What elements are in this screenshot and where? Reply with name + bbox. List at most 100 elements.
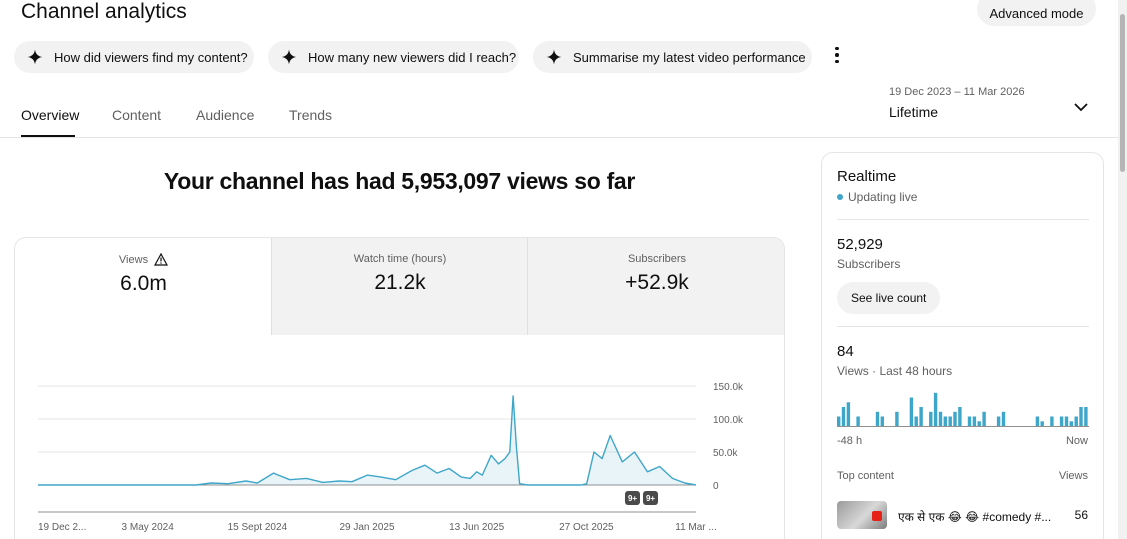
chevron-down-icon[interactable]	[1073, 99, 1089, 115]
sparkle-icon	[26, 48, 44, 66]
views-area	[38, 395, 696, 485]
x-tick-label: 13 Jun 2025	[449, 522, 504, 533]
y-tick-label: 150.0k	[713, 382, 744, 393]
chip-new-viewers[interactable]: How many new viewers did I reach?	[268, 41, 519, 73]
hourly-bar	[856, 416, 860, 426]
axis-left-label: -48 h	[837, 435, 863, 447]
hourly-bar	[1064, 416, 1069, 426]
views-line	[38, 395, 697, 486]
views-48h-count: 84	[837, 343, 854, 360]
hourly-bar	[982, 411, 986, 427]
x-tick-label: 11 Mar ...	[675, 522, 717, 533]
divider	[271, 238, 272, 335]
hourly-bar	[914, 416, 918, 426]
divider	[837, 326, 1089, 327]
sparkle-icon	[545, 48, 563, 66]
x-tick-label: 29 Jan 2025	[339, 522, 394, 533]
tab-content[interactable]: Content	[112, 107, 162, 123]
metric-label: Views	[118, 253, 149, 266]
hourly-bar	[875, 411, 880, 427]
see-live-count-button[interactable]: See live count	[837, 282, 941, 314]
scrollbar-track[interactable]	[1118, 0, 1127, 539]
chip-label: How did viewers find my content?	[54, 49, 248, 65]
views-column-label: Views	[1058, 470, 1088, 482]
period-label[interactable]: Lifetime	[889, 104, 939, 120]
metric-value: 6.0m	[120, 272, 167, 295]
hourly-bar	[948, 416, 952, 426]
page-title: Channel analytics	[21, 0, 187, 23]
divider	[527, 238, 528, 335]
hourly-bar	[1069, 421, 1073, 427]
realtime-card: Realtime Updating live 52,929 Subscriber…	[821, 152, 1104, 539]
warning-icon[interactable]	[154, 253, 169, 266]
hourly-bar	[938, 411, 943, 427]
x-tick-label: 27 Oct 2025	[559, 522, 614, 533]
metric-value: +52.9k	[625, 271, 689, 294]
hourly-bar	[909, 397, 914, 426]
divider	[837, 219, 1089, 220]
metric-value: 21.2k	[374, 271, 426, 294]
scrollbar-thumb[interactable]	[1120, 14, 1125, 172]
views-chart[interactable]: 150.0k 100.0k 50.0k 0 19 Dec 2... 3 May 2024 1…	[15, 238, 785, 539]
views-headline: Your channel has had 5,953,097 views so …	[163, 168, 636, 194]
hourly-bar	[929, 411, 933, 427]
hourly-bar	[1079, 407, 1083, 426]
top-content-views: 56	[1074, 508, 1088, 522]
hourly-bar	[1001, 411, 1006, 427]
tab-trends[interactable]: Trends	[289, 107, 333, 123]
hourly-bar	[1040, 421, 1044, 427]
hourly-bar	[996, 416, 1001, 426]
x-tick-label: 19 Dec 2...	[38, 522, 86, 533]
metric-views[interactable]: Views 6.0m	[15, 238, 272, 335]
top-content-title[interactable]: एक से एक 😂 😂 #comedy #...	[898, 510, 1052, 524]
metrics-card: Views 6.0m Watch time (hours) 21.2k Subs…	[14, 237, 785, 539]
subscribers-label: Subscribers	[837, 257, 901, 271]
chip-label: How many new viewers did I reach?	[308, 49, 517, 65]
hourly-bar	[880, 416, 884, 426]
x-tick-label: 15 Sept 2024	[228, 522, 288, 533]
hourly-bar	[1059, 416, 1064, 426]
annotation-badge[interactable]: 9+	[643, 491, 658, 505]
views-48h-label: Views · Last 48 hours	[837, 364, 953, 378]
chip-viewers-find[interactable]: How did viewers find my content?	[14, 41, 254, 73]
live-status: Updating live	[837, 190, 917, 204]
hourly-bar	[967, 416, 972, 426]
tabs-bar: Overview Content Audience Trends 19 Dec …	[0, 73, 1118, 138]
live-status-label: Updating live	[848, 190, 918, 204]
date-range[interactable]: 19 Dec 2023 – 11 Mar 2026	[889, 86, 1025, 98]
hourly-bar	[1035, 416, 1040, 426]
live-dot-icon	[837, 194, 843, 200]
y-tick-label: 0	[713, 481, 719, 492]
hourly-bar	[895, 411, 899, 427]
metric-label: Watch time (hours)	[353, 253, 447, 265]
hourly-bar	[972, 416, 977, 426]
video-thumbnail[interactable]	[837, 501, 887, 529]
hourly-bar	[933, 392, 938, 427]
tab-audience[interactable]: Audience	[196, 107, 255, 123]
metric-subscribers[interactable]: Subscribers +52.9k	[528, 238, 784, 335]
metric-watch-time[interactable]: Watch time (hours) 21.2k	[272, 238, 528, 335]
realtime-title: Realtime	[837, 168, 897, 185]
hourly-bar	[943, 416, 947, 426]
chip-label: Summarise my latest video performance	[573, 49, 806, 65]
hourly-bar	[953, 411, 957, 427]
subscribers-count: 52,929	[837, 236, 883, 253]
more-options-icon[interactable]	[828, 44, 846, 66]
hourly-bar	[977, 421, 981, 427]
hourly-bar	[1084, 407, 1088, 426]
realtime-bar-chart[interactable]	[837, 388, 1089, 428]
active-tab-indicator	[21, 135, 75, 137]
sparkle-icon	[280, 48, 298, 66]
hourly-bar	[1050, 416, 1054, 426]
y-tick-label: 100.0k	[713, 415, 744, 426]
metric-label: Subscribers	[627, 253, 687, 265]
chip-summarise-latest[interactable]: Summarise my latest video performance	[533, 41, 812, 73]
hourly-bar	[919, 407, 923, 426]
advanced-mode-button[interactable]: Advanced mode	[977, 0, 1096, 26]
tab-overview[interactable]: Overview	[21, 107, 80, 123]
hourly-bar	[837, 416, 841, 426]
hourly-bar	[846, 402, 851, 427]
x-tick-label: 3 May 2024	[122, 522, 175, 533]
shorts-icon	[872, 511, 882, 521]
annotation-badge[interactable]: 9+	[625, 491, 640, 505]
